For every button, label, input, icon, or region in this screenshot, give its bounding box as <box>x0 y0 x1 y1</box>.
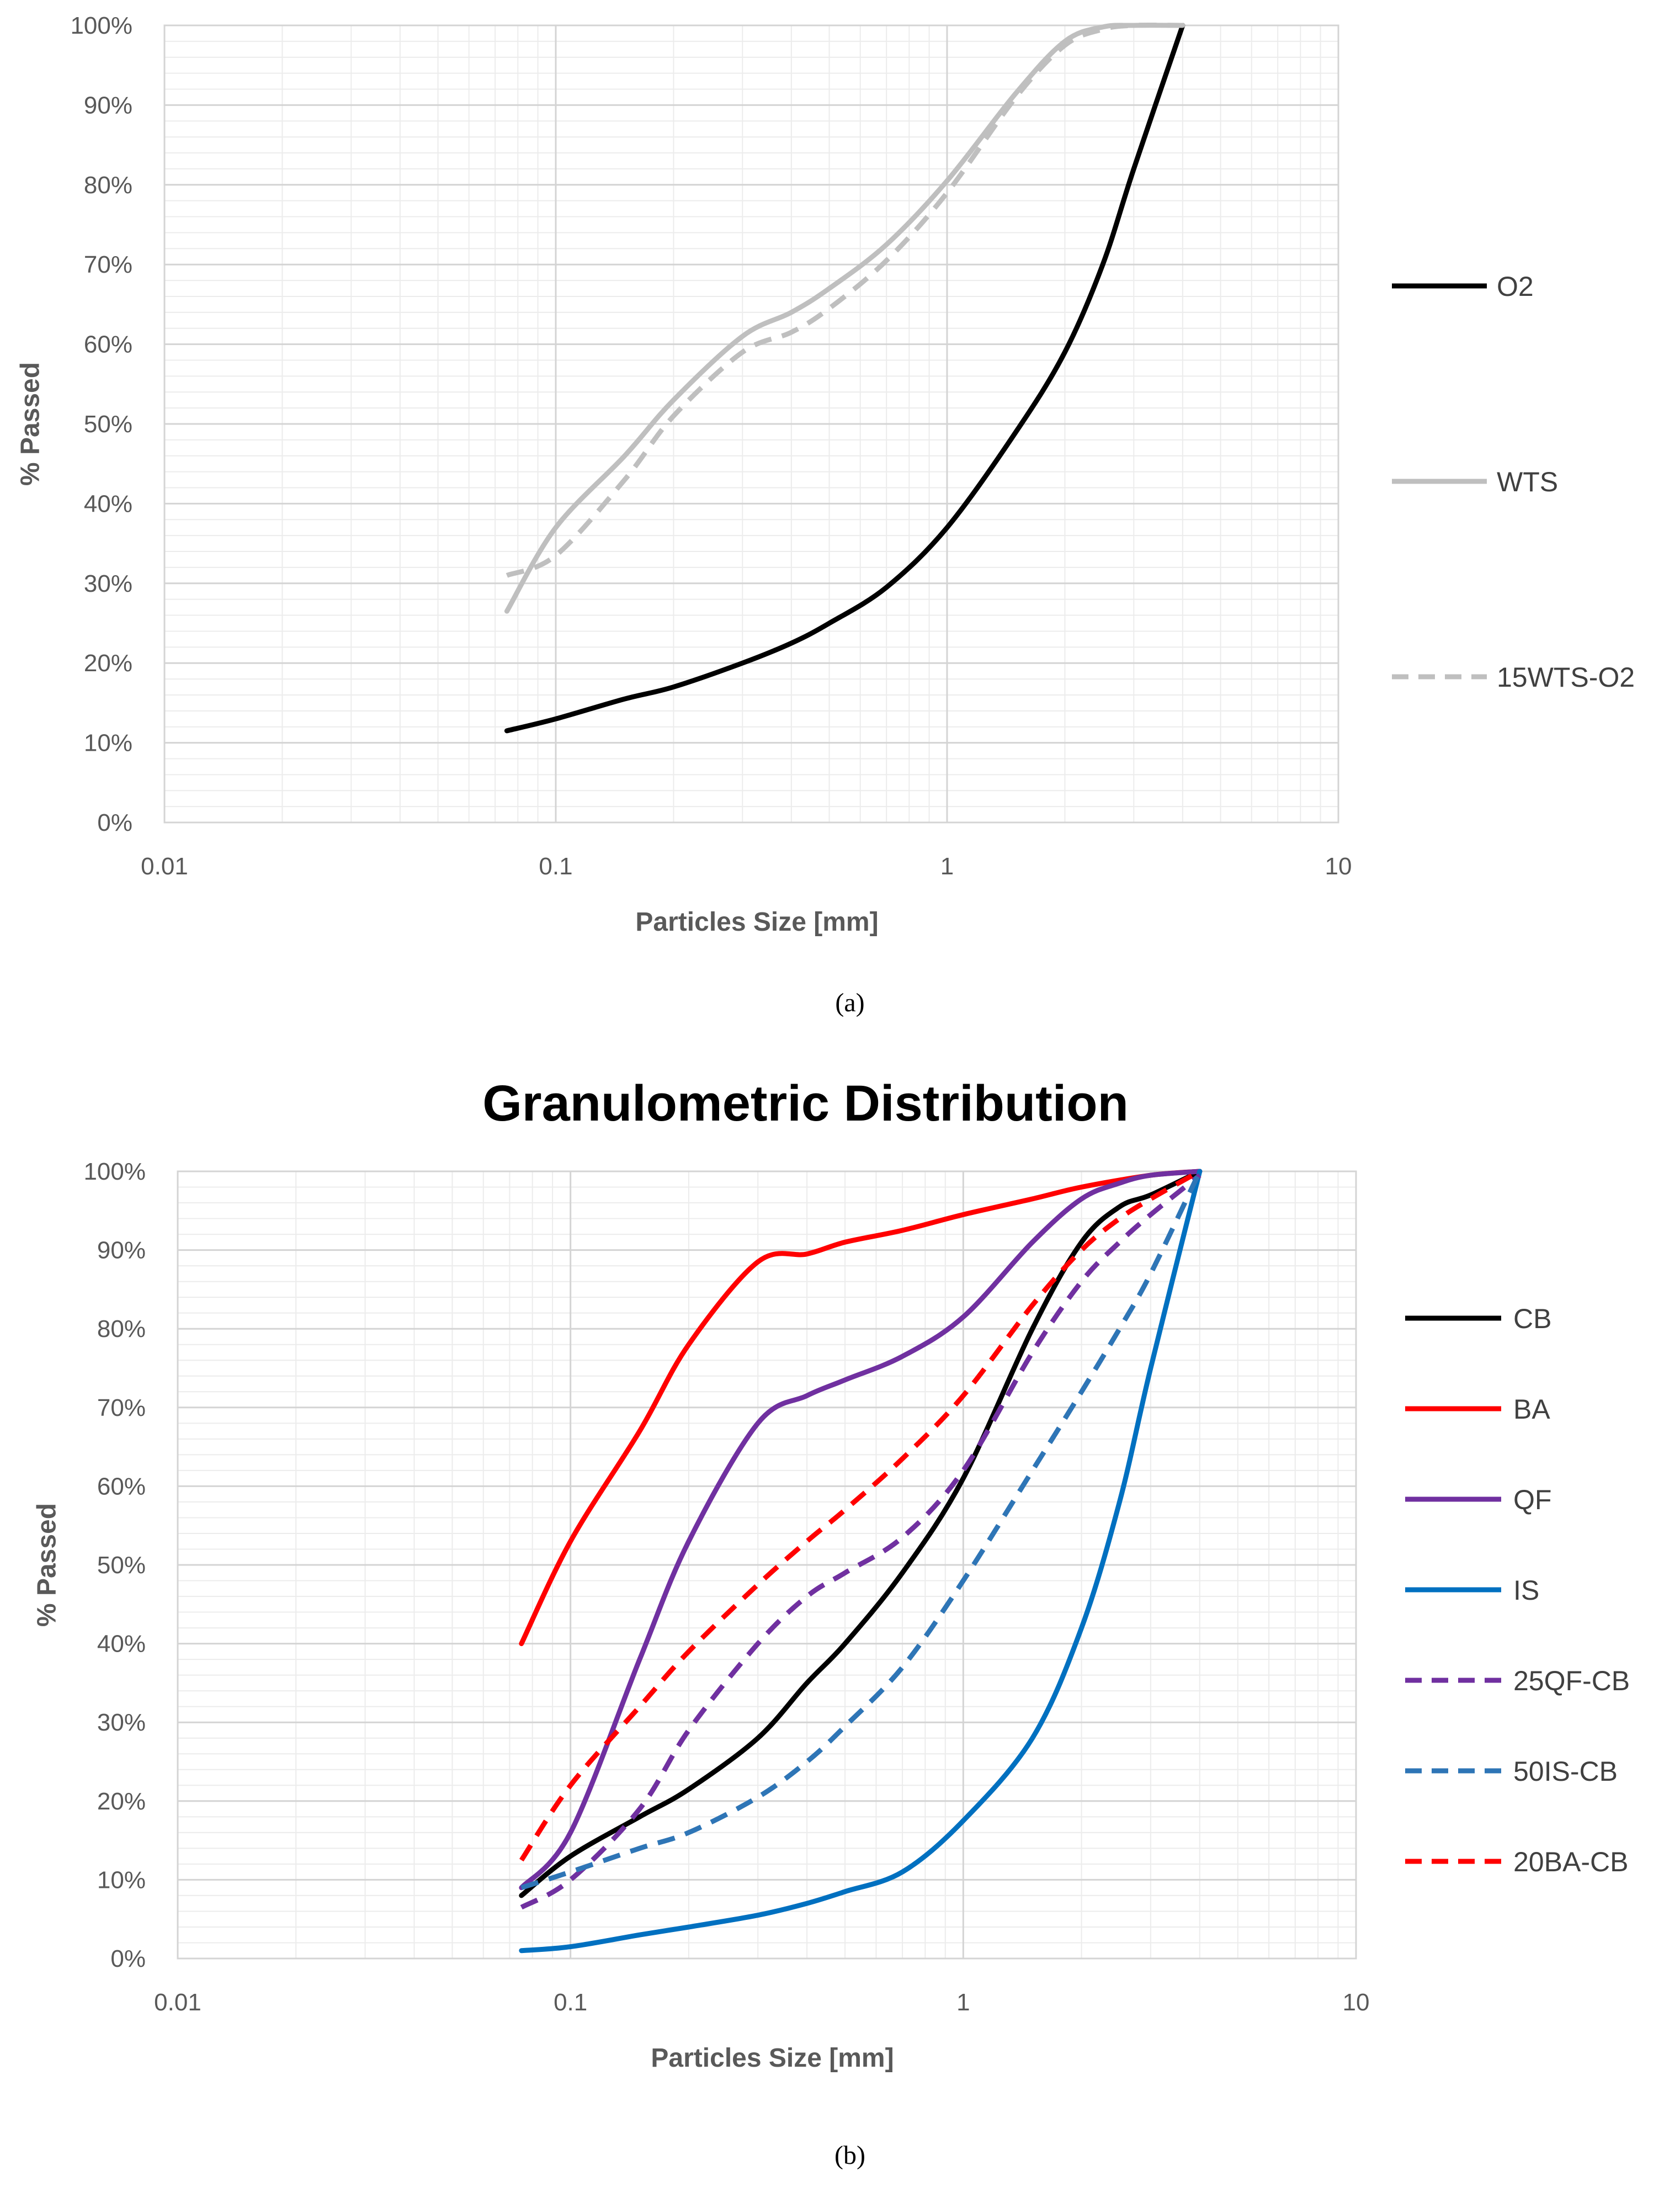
legend: CB BA QF IS 25QF-CB 50IS-CB 20BA-CB <box>1405 1303 1630 1877</box>
legend-label-wts: WTS <box>1497 466 1558 497</box>
y-tick-label: 40% <box>84 490 132 517</box>
y-tick-label: 10% <box>84 730 132 757</box>
chart-a: 0% 10% 20% 30% 40% 50% 60% 70% 80% 90% 100% 0.01 0.1… <box>16 12 1635 1017</box>
y-tick-label: 20% <box>84 650 132 677</box>
series-line-wts <box>504 23 1185 614</box>
legend-label-cb: CB <box>1513 1303 1551 1334</box>
y-tick-label: 0% <box>110 1945 146 1972</box>
y-tick-label: 90% <box>97 1237 146 1264</box>
figure-caption: (a) <box>835 988 864 1017</box>
series-line-20ba-cb <box>519 1169 1201 1862</box>
y-tick-label: 70% <box>84 251 132 278</box>
legend-label-o2: O2 <box>1497 271 1534 302</box>
y-tick-labels: 0% 10% 20% 30% 40% 50% 60% 70% 80% 90% 100% <box>83 1158 146 1972</box>
y-tick-label: 60% <box>84 331 132 358</box>
x-tick-label: 0.01 <box>141 853 188 880</box>
x-tick-label: 0.1 <box>539 853 572 880</box>
plot-border <box>177 1170 1357 1960</box>
y-tick-label: 50% <box>97 1552 146 1579</box>
y-tick-label: 90% <box>84 92 132 119</box>
y-tick-label: 70% <box>97 1394 146 1421</box>
legend-label-ba: BA <box>1513 1394 1550 1425</box>
x-axis-title: Particles Size [mm] <box>651 2044 894 2073</box>
x-tick-label: 0.01 <box>154 1989 201 2016</box>
x-axis-title: Particles Size [mm] <box>635 907 878 937</box>
legend-label-15wts-o2: 15WTS-O2 <box>1497 662 1635 693</box>
x-tick-label: 1 <box>956 1989 970 2016</box>
series-line-ba <box>519 1169 1203 1647</box>
x-tick-label: 10 <box>1325 853 1352 880</box>
x-tick-labels: 0.01 0.1 1 10 <box>154 1989 1369 2016</box>
y-tick-label: 100% <box>70 12 132 39</box>
y-tick-label: 20% <box>97 1788 146 1815</box>
y-axis-title: % Passed <box>16 362 45 486</box>
y-tick-label: 80% <box>84 172 132 199</box>
y-tick-label: 80% <box>97 1315 146 1342</box>
x-tick-label: 1 <box>940 853 954 880</box>
series-line-25qf-cb <box>520 1173 1201 1910</box>
y-tick-label: 50% <box>84 411 132 438</box>
chart-b: 0% 10% 20% 30% 40% 50% 60% 70% 80% 90% 100% 0.01 0.1… <box>33 1075 1630 2170</box>
series-line-50is-cb <box>520 1170 1202 1890</box>
y-tick-label: 30% <box>97 1709 146 1736</box>
legend-label-25qf-cb: 25QF-CB <box>1513 1665 1630 1696</box>
y-axis-title: % Passed <box>33 1503 62 1627</box>
y-tick-label: 60% <box>97 1473 146 1500</box>
y-tick-labels: 0% 10% 20% 30% 40% 50% 60% 70% 80% 90% 100% <box>70 12 132 836</box>
y-tick-label: 100% <box>83 1158 146 1185</box>
legend: O2 WTS 15WTS-O2 <box>1392 271 1635 693</box>
legend-label-50is-cb: 50IS-CB <box>1513 1756 1618 1787</box>
y-tick-label: 40% <box>97 1631 146 1658</box>
series-line-cb <box>519 1169 1203 1898</box>
x-tick-label: 10 <box>1343 1989 1370 2016</box>
y-tick-label: 0% <box>97 809 132 836</box>
legend-label-qf: QF <box>1513 1484 1551 1515</box>
y-tick-label: 30% <box>84 570 132 597</box>
series-lines <box>519 1169 1203 1954</box>
series-lines <box>504 22 1185 734</box>
series-line-o2 <box>504 23 1185 734</box>
x-tick-labels: 0.01 0.1 1 10 <box>141 853 1352 880</box>
series-line-15wts-o2 <box>506 22 1183 578</box>
legend-label-is: IS <box>1513 1575 1539 1606</box>
series-line-qf <box>519 1169 1203 1891</box>
chart-title: Granulometric Distribution <box>482 1075 1129 1132</box>
x-tick-label: 0.1 <box>554 1989 587 2016</box>
series-line-is <box>519 1169 1203 1954</box>
y-tick-label: 10% <box>97 1866 146 1893</box>
plot-border <box>163 24 1339 824</box>
figure-caption: (b) <box>834 2141 865 2170</box>
legend-label-20ba-cb: 20BA-CB <box>1513 1846 1628 1877</box>
